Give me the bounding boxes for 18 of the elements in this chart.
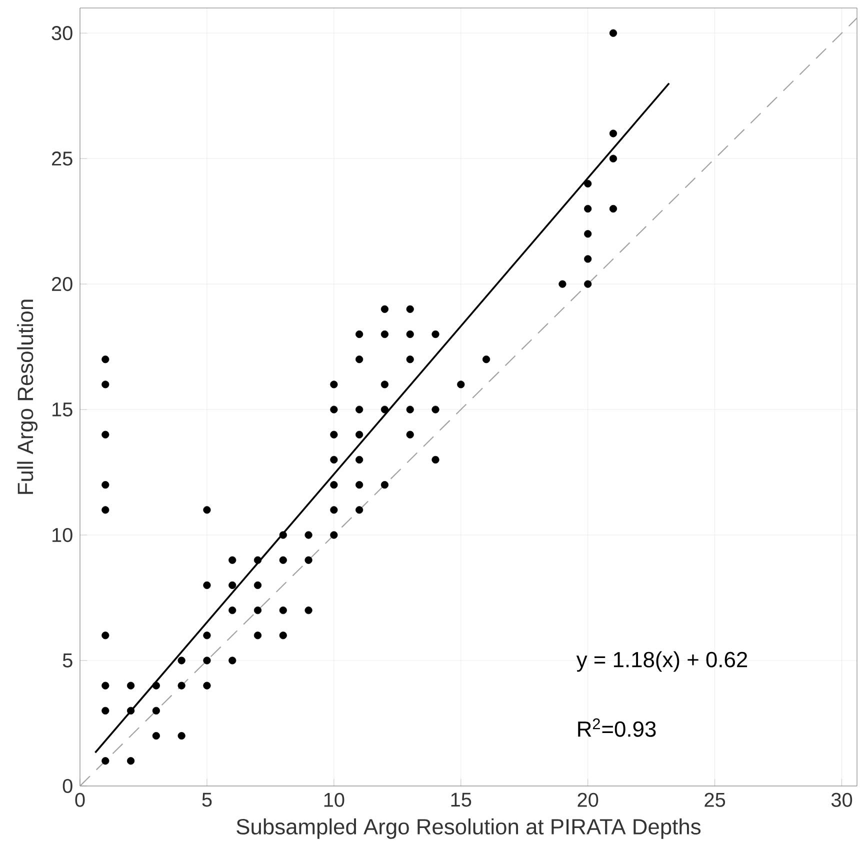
x-tick-label: 10	[324, 792, 344, 807]
x-tick-label: 5	[202, 792, 212, 807]
annotation: R$^{2}$=0.93	[578, 718, 656, 737]
y-tick-label: 15	[52, 402, 72, 416]
y-axis-title: Full Argo Resolution	[17, 300, 38, 494]
x-tick-label: 20	[578, 792, 598, 807]
y-tick-label: 5	[62, 654, 72, 668]
x-tick-label: 25	[704, 792, 726, 807]
y-tick-label: 30	[52, 26, 72, 40]
x-tick-label: 30	[831, 792, 852, 807]
y-tick-label: 0	[62, 778, 72, 794]
y-tick-label: 20	[52, 277, 72, 292]
x-tick-label: 0	[75, 792, 85, 807]
x-tick-label: 15	[451, 792, 472, 807]
annotation: y = 1.18(x) + 0.62	[576, 651, 748, 672]
y-tick-label: 25	[52, 152, 72, 166]
y-tick-label: 10	[52, 528, 72, 542]
x-axis-title: Subsampled Argo Resolution at PIRATA Depths	[236, 818, 701, 839]
